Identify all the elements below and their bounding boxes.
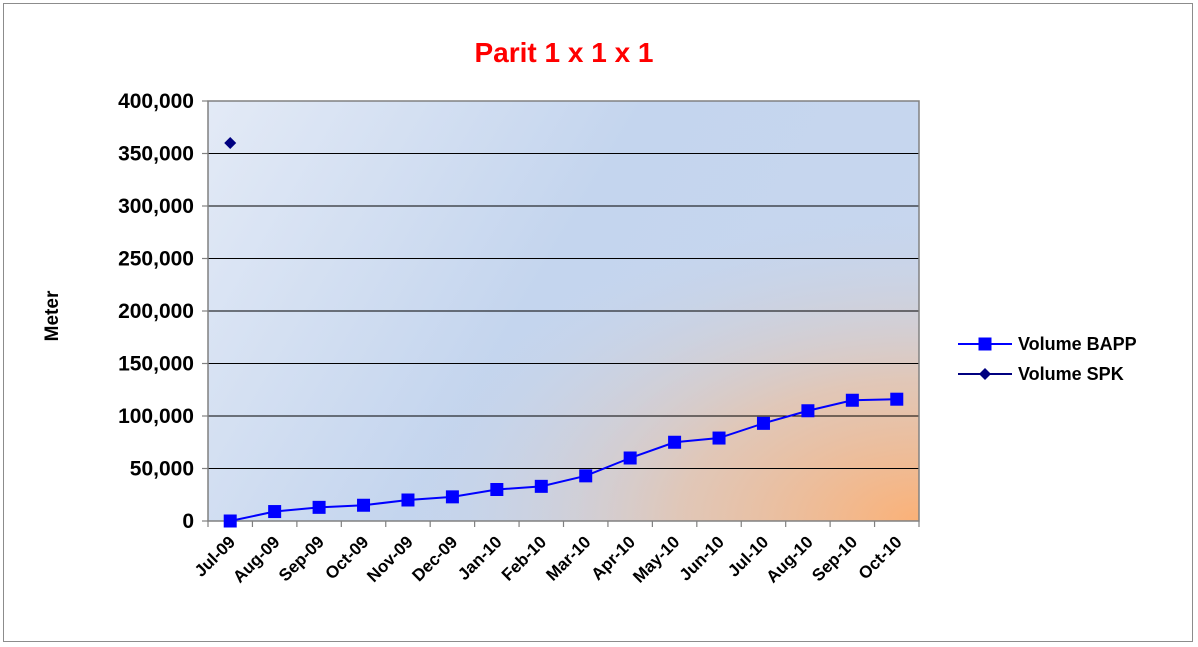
data-point [713,432,726,445]
y-tick-label: 50,000 [130,458,194,481]
x-tick-label: Mar-10 [542,532,594,584]
chart-title: Parit 1 x 1 x 1 [474,37,653,68]
x-tick-label: Sep-09 [275,532,328,585]
legend: Volume BAPP Volume SPK [958,334,1137,384]
data-point [224,515,237,528]
x-tick-label: Nov-09 [363,532,417,586]
y-axis-title: Meter [42,290,63,341]
legend-label: Volume SPK [1018,364,1124,384]
data-point [624,452,637,465]
x-tick-label: Feb-10 [498,532,550,584]
data-point [446,490,459,503]
x-tick-label: Oct-10 [855,532,906,583]
chart: 0 50,000 100,000 150,000 200,000 250,000 300,0… [4,4,1194,643]
y-tick-label: 0 [182,510,194,533]
legend-marker [979,368,991,380]
x-tick-label: Jun-10 [676,532,728,584]
data-point [490,483,503,496]
y-tick-label: 300,000 [118,195,194,218]
y-tick-label: 150,000 [118,353,194,376]
data-point [801,404,814,417]
data-point [357,499,370,512]
chart-frame: 0 50,000 100,000 150,000 200,000 250,000 300,0… [3,3,1193,642]
x-tick-label: May-10 [629,532,683,586]
x-axis-ticks: Jul-09Aug-09Sep-09Oct-09Nov-09Dec-09Jan-… [191,521,919,587]
y-tick-label: 350,000 [118,143,194,166]
data-point [268,505,281,518]
x-tick-label: Aug-10 [763,532,817,586]
y-tick-label: 200,000 [118,300,194,323]
data-point [535,480,548,493]
data-point [313,501,326,514]
x-tick-label: Sep-10 [808,532,861,585]
data-point [579,469,592,482]
legend-marker [979,338,992,351]
x-tick-label: Dec-09 [408,532,461,585]
y-tick-label: 250,000 [118,248,194,271]
x-tick-label: Aug-09 [229,532,283,586]
x-tick-label: Oct-09 [322,532,373,583]
y-axis-ticks: 0 50,000 100,000 150,000 200,000 250,000 300,0… [118,90,208,533]
data-point [757,417,770,430]
legend-label: Volume BAPP [1018,334,1137,354]
data-point [890,393,903,406]
y-tick-label: 100,000 [118,405,194,428]
x-tick-label: Jan-10 [454,532,506,584]
data-point [401,494,414,507]
data-point [668,436,681,449]
y-tick-label: 400,000 [118,90,194,113]
data-point [846,394,859,407]
